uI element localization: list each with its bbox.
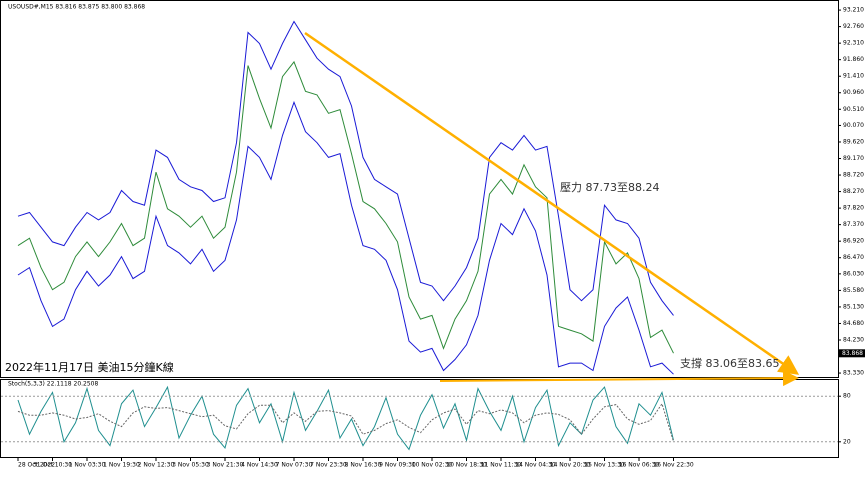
date-caption: 2022年11月17日 美油15分鐘K線: [5, 360, 174, 374]
support-label: 支撐 83.06至83.65: [680, 356, 779, 370]
x-tick-label: 16 Nov 22:30: [653, 462, 694, 469]
x-tick-label: 16 Nov 06:30: [619, 462, 660, 469]
x-tick-label: 8 Nov 16:30: [345, 462, 382, 469]
x-tick-label: 9 Nov 09:30: [379, 462, 416, 469]
y-tick-label: 88.270: [843, 188, 864, 195]
y-tick-label: 84.230: [843, 336, 864, 343]
y-tick-label: 89.170: [843, 155, 864, 162]
y-tick-label: 86.470: [843, 254, 864, 261]
y-tick-label: 93.210: [843, 7, 864, 14]
x-tick-label: 4 Nov 14:30: [241, 462, 278, 469]
x-tick-label: 10 Nov 02:30: [412, 462, 453, 469]
main-pane: [0, 0, 839, 378]
y-tick-label: 91.860: [843, 56, 864, 63]
resistance-trendline: [304, 31, 800, 375]
y-tick-label: 88.720: [843, 172, 864, 179]
series-line: [17, 20, 674, 316]
x-tick-label: 7 Nov 23:30: [310, 462, 347, 469]
x-tick-label: 3 Nov 05:30: [172, 462, 209, 469]
resistance-label: 壓力 87.73至88.24: [560, 181, 659, 194]
y-tick-label: 86.030: [843, 270, 864, 277]
x-tick-label: 3 Nov 21:30: [207, 462, 244, 469]
x-tick-label: 31 Oct 10:30: [33, 462, 72, 469]
y-tick-label: 92.310: [843, 40, 864, 47]
x-tick-label: 1 Nov 03:30: [69, 462, 106, 469]
y-tick-label: 87.820: [843, 205, 864, 212]
series-line: [17, 100, 674, 375]
x-tick-label: 10 Nov 18:30: [446, 462, 487, 469]
y-tick-label: 90.510: [843, 106, 864, 113]
y-tick-label: 84.680: [843, 320, 864, 327]
y-tick-label: 91.410: [843, 73, 864, 80]
y-tick-label: 86.920: [843, 238, 864, 245]
series-line: [17, 385, 674, 451]
x-tick-label: 14 Nov 20:30: [550, 462, 591, 469]
y-tick-label: 80: [843, 393, 851, 400]
x-tick-label: 2 Nov 12:30: [138, 462, 175, 469]
y-tick-label: 89.620: [843, 138, 864, 145]
price-box: [839, 349, 865, 358]
x-tick-label: 14 Nov 04:30: [515, 462, 556, 469]
x-tick-label: 28 Oct 2022: [18, 462, 55, 469]
stoch-title: Stoch(5,3,3) 22.1118 20.2508: [8, 381, 99, 388]
x-tick-label: 15 Nov 13:30: [584, 462, 625, 469]
stoch-pane: [0, 379, 839, 458]
y-tick-label: 20: [843, 438, 851, 445]
price-label: 83.868: [842, 350, 863, 357]
x-tick-label: 1 Nov 19:30: [103, 462, 140, 469]
y-tick-label: 90.960: [843, 89, 864, 96]
support-trendline: [439, 370, 799, 387]
y-tick-label: 90.070: [843, 122, 864, 129]
x-tick-label: 11 Nov 11:30: [481, 462, 522, 469]
chart-title: USOUSD#,M15 83.816 83.875 83.800 83.868: [8, 4, 145, 11]
y-tick-label: 85.580: [843, 287, 864, 294]
y-tick-label: 92.760: [843, 23, 864, 30]
y-tick-label: 85.130: [843, 303, 864, 310]
y-tick-label: 87.370: [843, 221, 864, 228]
plot-area: [17, 20, 674, 451]
series-line: [17, 60, 674, 354]
y-tick-label: 83.330: [843, 370, 864, 377]
x-tick-label: 7 Nov 07:30: [276, 462, 313, 469]
